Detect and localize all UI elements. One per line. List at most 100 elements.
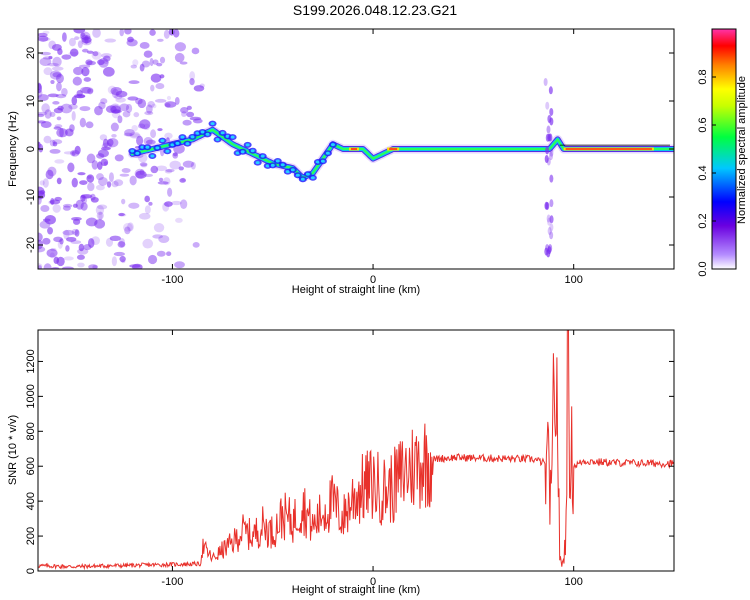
noise-blob	[156, 250, 166, 257]
noise-blob	[174, 42, 186, 52]
noise-blob	[173, 143, 185, 154]
noise-blob	[57, 105, 64, 111]
noise-blob	[86, 50, 94, 54]
noise-blob	[109, 235, 122, 242]
streak-blob	[546, 157, 551, 166]
noise-blob	[189, 78, 195, 86]
noise-blob	[168, 29, 175, 36]
noise-blob	[97, 177, 108, 186]
ridge-blob-core	[135, 151, 140, 155]
noise-blob	[144, 195, 150, 203]
noise-blob	[90, 196, 99, 203]
noise-blob	[69, 124, 75, 132]
spectrogram-x-tick-label: -100	[161, 274, 183, 286]
noise-blob	[95, 184, 105, 191]
ridge-blob-core	[210, 122, 215, 126]
noise-blob	[104, 38, 117, 43]
noise-blob	[51, 66, 64, 71]
noise-blob	[74, 229, 80, 237]
noise-blob	[84, 34, 89, 45]
noise-blob	[136, 171, 142, 176]
noise-blob	[55, 73, 64, 84]
noise-blob	[110, 122, 119, 132]
noise-blob	[100, 53, 112, 59]
colorbar-gradient	[711, 28, 737, 270]
noise-blob	[124, 129, 135, 137]
noise-blob	[186, 111, 195, 118]
noise-blob	[80, 86, 92, 94]
noise-blob	[81, 48, 89, 53]
noise-blob	[68, 37, 76, 47]
noise-blob	[98, 57, 109, 68]
noise-blob	[94, 219, 106, 229]
ridge-blob-core	[190, 135, 195, 139]
noise-blob	[150, 165, 159, 174]
noise-blob	[38, 265, 43, 269]
streak-blob	[547, 227, 552, 236]
noise-blob	[59, 127, 64, 138]
noise-blob	[111, 134, 117, 138]
noise-blob	[144, 205, 151, 215]
noise-blob	[132, 59, 139, 66]
noise-blob	[109, 103, 121, 114]
noise-blob	[139, 162, 148, 167]
noise-blob	[56, 81, 62, 92]
noise-blob	[190, 161, 196, 170]
noise-blob	[77, 172, 86, 176]
noise-blob	[174, 52, 185, 63]
colorbar-tick-label: 0.0	[697, 261, 709, 276]
noise-blob	[78, 64, 91, 69]
noise-blob	[62, 266, 74, 269]
streak-blob	[544, 201, 549, 210]
ridge-blob-core	[175, 141, 180, 145]
snr-panel: -100 0 100 0 200 400 600 800 1000 1200 Height of…	[7, 329, 675, 596]
noise-blob	[155, 165, 168, 172]
noise-blob	[154, 98, 167, 103]
noise-blob	[123, 132, 133, 137]
ridge-blob-core	[255, 161, 260, 165]
colorbar: 0.0 0.2 0.4 0.6 0.8 Normalized spectral ampl…	[697, 28, 748, 277]
noise-blob	[100, 146, 111, 151]
noise-blob	[150, 84, 155, 92]
noise-blob	[80, 202, 88, 211]
noise-blob	[129, 264, 141, 268]
noise-blob	[163, 29, 170, 39]
noise-blob	[71, 96, 78, 106]
snr-y-tick-label: 1200	[25, 349, 37, 373]
noise-blob	[166, 251, 172, 257]
noise-blob	[130, 64, 138, 69]
noise-blob	[96, 153, 105, 159]
noise-blob	[42, 178, 49, 188]
noise-blob	[172, 152, 178, 157]
noise-blob	[96, 173, 104, 181]
ridge-blob-core	[140, 145, 145, 149]
noise-blob	[81, 38, 92, 46]
noise-blob	[124, 29, 132, 35]
noise-blob	[92, 29, 101, 38]
noise-blob	[147, 254, 158, 265]
noise-blob	[87, 182, 95, 192]
noise-blob	[87, 175, 92, 179]
noise-blob	[122, 110, 131, 118]
ridge-blob-core	[240, 150, 245, 154]
noise-blob	[151, 103, 157, 109]
noise-blob	[100, 158, 109, 167]
ridge-blob-core	[230, 135, 235, 139]
noise-blob	[48, 55, 53, 60]
noise-blob	[38, 120, 46, 124]
noise-blob	[56, 128, 68, 138]
noise-blob	[67, 162, 75, 173]
noise-blob	[113, 251, 125, 257]
noise-blob	[150, 73, 162, 83]
noise-blob	[139, 63, 145, 72]
spectrogram-x-ticks: -100 0 100	[161, 29, 583, 286]
ridge-blob-core	[205, 132, 210, 136]
ridge-blob-core	[320, 159, 325, 163]
streak-blob	[544, 154, 549, 163]
noise-blob	[164, 132, 173, 140]
snr-x-ticks: -100 0 100	[161, 330, 583, 588]
streak-blob	[545, 146, 550, 155]
noise-blob	[75, 199, 84, 210]
noise-blob	[179, 178, 186, 183]
